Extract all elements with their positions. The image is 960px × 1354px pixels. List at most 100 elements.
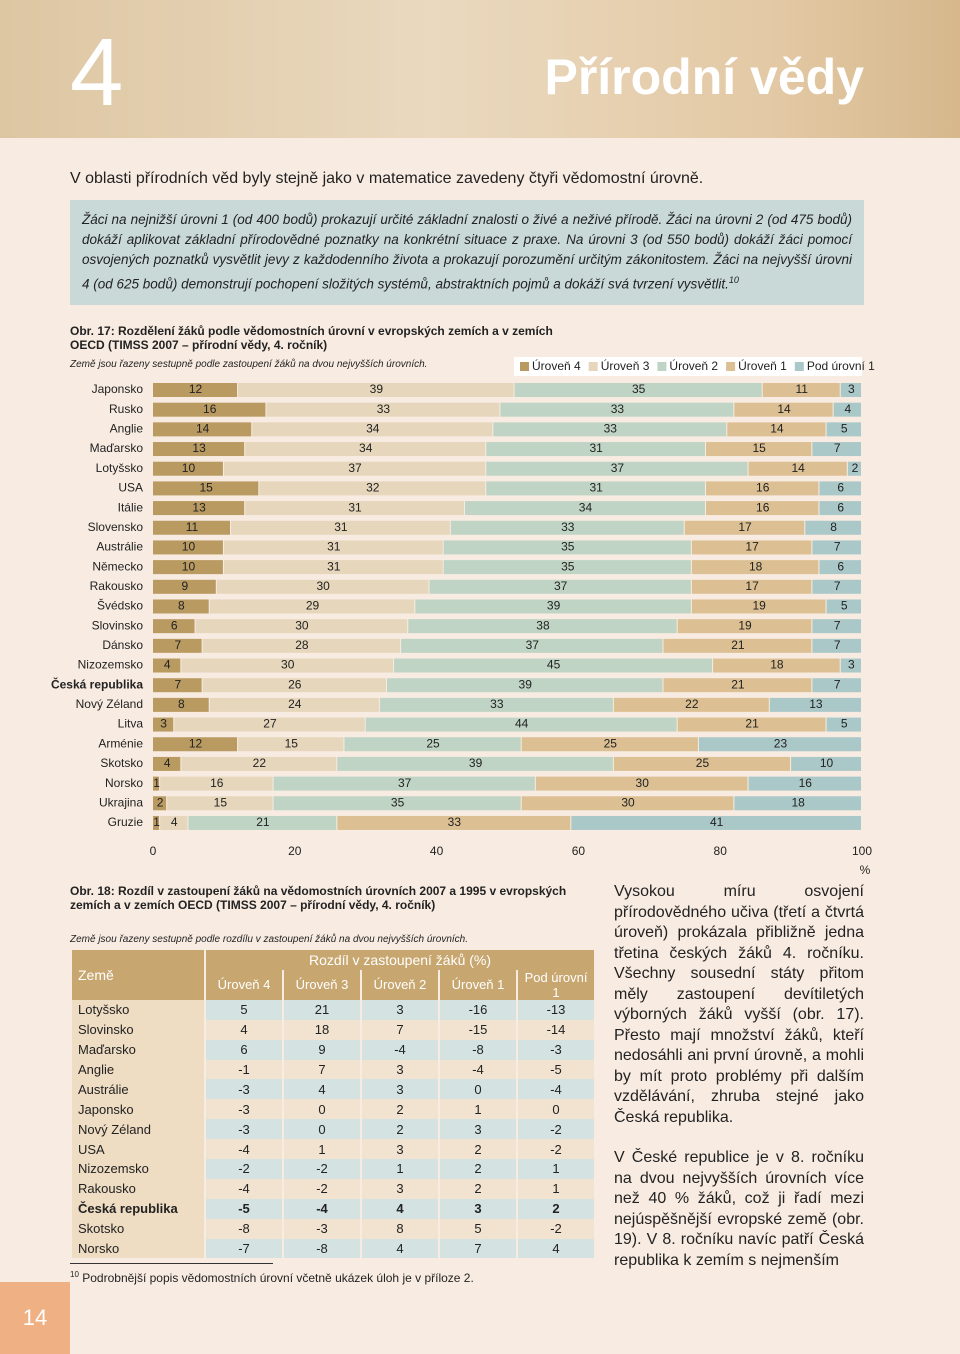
sidebar-paragraph: Vysokou míru osvojení přírodovědného uči…	[614, 883, 864, 1126]
bar-segment	[613, 756, 791, 771]
x-axis-label: %	[860, 863, 871, 877]
bar-segment	[812, 579, 861, 594]
table-cell: -3	[518, 1039, 594, 1060]
category-label: Švédsko	[97, 598, 143, 613]
table-cell: 2	[362, 1119, 438, 1140]
bar-segment	[812, 540, 861, 555]
value-label: 35	[561, 540, 575, 554]
table-cell: 0	[518, 1099, 594, 1120]
table-cell: 3	[362, 1139, 438, 1160]
bar-segment	[266, 402, 500, 417]
value-label: 30	[636, 776, 650, 790]
value-label: 15	[214, 795, 228, 809]
bar-segment	[379, 697, 613, 712]
bar-segment	[153, 383, 238, 397]
chart: Úroveň 4 Úroveň 3 Úroveň 2 Úroveň 1 Pod úrov…	[51, 357, 875, 877]
bar-segment	[153, 520, 230, 535]
sidebar: Vysokou míru osvojení přírodovědného uči…	[614, 882, 864, 1291]
bar-segment	[691, 599, 826, 614]
header-cell: Úroveň 3	[284, 969, 360, 1000]
table-row: Lotyšsko 5 21 3 -16 -13	[72, 999, 594, 1020]
bar-segment	[153, 619, 195, 634]
bar-segment	[762, 383, 840, 397]
bar-segment	[153, 697, 209, 712]
bar-segment	[677, 619, 812, 634]
bar-segment	[535, 776, 748, 791]
table-cell: 3	[362, 1178, 438, 1199]
value-label: 3	[848, 382, 855, 396]
table-cell: Česká republika	[72, 1198, 204, 1219]
footnote-rule	[70, 1263, 273, 1264]
table: Země Rozdíl v zastoupení žáků (%) Úroveň 4…	[70, 950, 596, 1259]
bar-segment	[663, 678, 812, 693]
bar-segment	[273, 776, 535, 791]
value-label: 25	[696, 756, 710, 770]
value-label: 21	[745, 717, 759, 731]
bar-segment	[160, 776, 273, 791]
value-label: 13	[192, 500, 206, 514]
table-cell: -4	[518, 1079, 594, 1100]
category-label: Gruzie	[108, 815, 144, 829]
table-cell: 21	[284, 999, 360, 1020]
bar-segment	[153, 776, 160, 791]
table-cell: Japonsko	[72, 1099, 204, 1120]
bar-segment	[826, 422, 861, 437]
bar-segment	[713, 658, 840, 673]
value-label: 31	[327, 540, 341, 554]
category-label: Japonsko	[92, 382, 144, 396]
table-cell: -3	[206, 1119, 282, 1140]
value-label: 23	[774, 736, 788, 750]
bar-segment	[238, 383, 514, 397]
table-cell: -2	[518, 1139, 594, 1160]
bar-segment	[273, 796, 521, 811]
table-cell: 4	[362, 1198, 438, 1219]
bar-segment	[521, 737, 698, 752]
value-label: 4	[164, 756, 171, 770]
value-label: 7	[174, 638, 181, 652]
bar-segment	[691, 579, 812, 594]
bar-segment	[613, 697, 769, 712]
value-label: 5	[841, 599, 848, 613]
bar-segment	[734, 796, 861, 811]
bar-segment	[840, 383, 861, 397]
table-cell: 5	[440, 1218, 516, 1239]
value-label: 4	[844, 402, 851, 416]
bar-segment	[230, 520, 450, 535]
bar-segment	[153, 638, 202, 653]
x-tick-label: 100	[852, 844, 872, 858]
value-label: 7	[834, 638, 841, 652]
intro: V oblasti přírodních věd byly stejně jak…	[70, 170, 704, 187]
value-label: 6	[837, 481, 844, 495]
bar-segment	[748, 776, 861, 791]
table-cell: 3	[440, 1198, 516, 1219]
bar-segment	[691, 560, 819, 575]
bar-segment	[706, 501, 819, 516]
category-label: Austrálie	[96, 540, 143, 554]
table-cell: 2	[440, 1139, 516, 1160]
value-label: 15	[285, 736, 299, 750]
table-cell: Rakousko	[72, 1178, 204, 1199]
table-cell: Slovinsko	[72, 1019, 204, 1040]
table-cell: -5	[518, 1059, 594, 1080]
table-cell: 2	[440, 1159, 516, 1179]
table-title: Obr. 18: Rozdíl v zastoupení žáků na věd…	[70, 884, 567, 912]
bar-segment	[153, 422, 252, 437]
table-row: Slovinsko 4 18 7 -15 -14	[72, 1019, 594, 1040]
value-label: 11	[796, 382, 809, 396]
value-label: 10	[820, 756, 834, 770]
table-cell: Norsko	[72, 1238, 204, 1259]
value-label: 12	[189, 736, 203, 750]
bar-segment	[464, 501, 706, 516]
table-cell: 1	[284, 1139, 360, 1160]
header-band	[0, 0, 960, 138]
value-label: 17	[745, 540, 759, 554]
value-label: 7	[834, 540, 841, 554]
value-label: 30	[295, 618, 309, 632]
value-label: 31	[348, 500, 362, 514]
bar-segment	[521, 796, 734, 811]
value-label: 7	[834, 579, 841, 593]
value-label: 28	[295, 638, 309, 652]
value-label: 32	[366, 481, 380, 495]
chapter-title: Přírodní vědy	[544, 49, 864, 105]
